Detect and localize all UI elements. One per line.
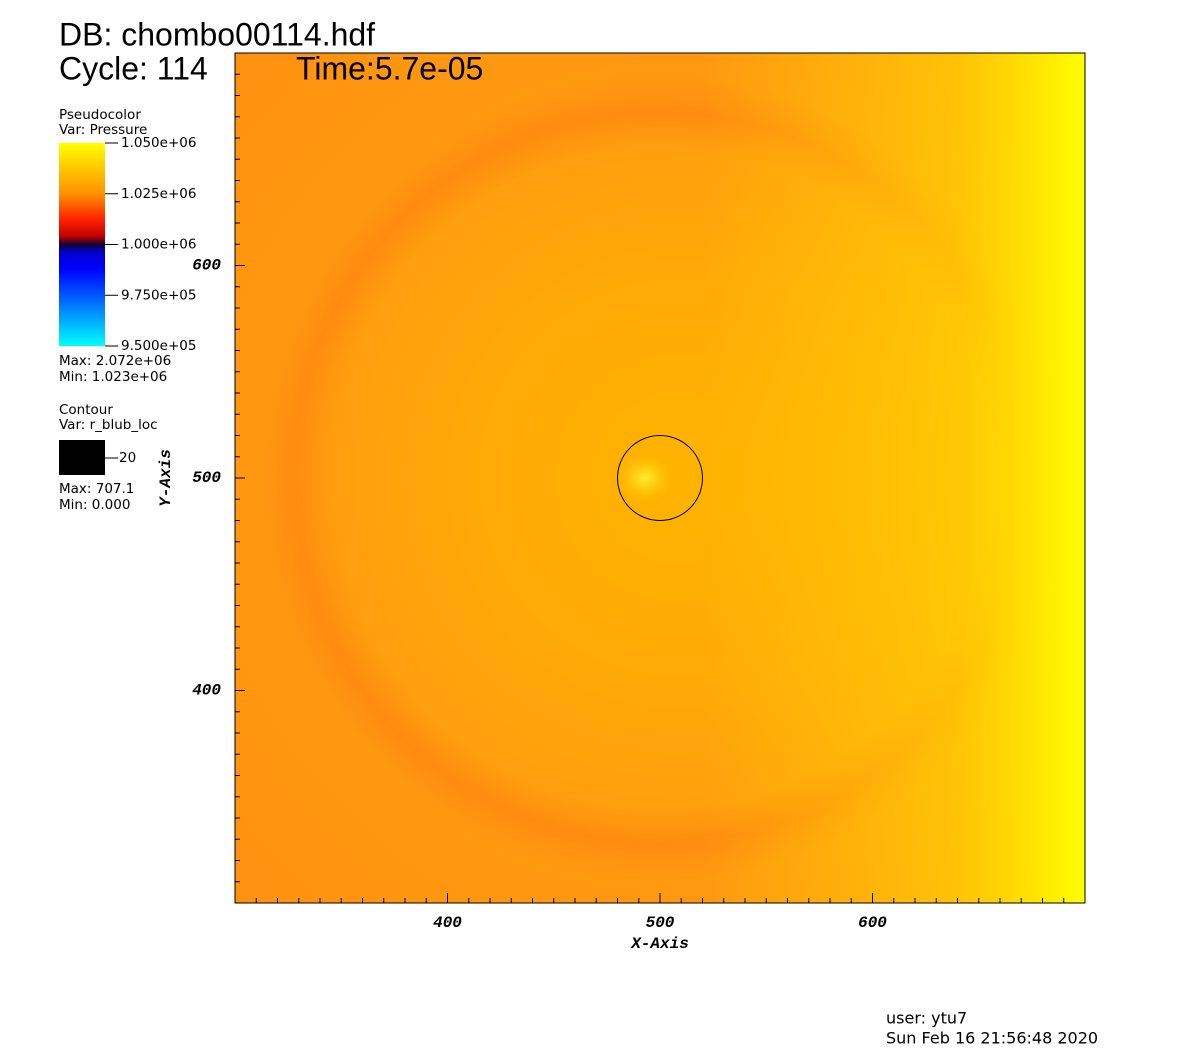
time-label: Time:5.7e-05 [296, 50, 483, 86]
x-tick-label: 500 [646, 914, 675, 932]
y-axis-title: Y-Axis [157, 449, 175, 507]
y-tick-label: 500 [192, 469, 221, 487]
date-label: Sun Feb 16 21:56:48 2020 [886, 1029, 1098, 1048]
x-tick-label: 400 [433, 914, 462, 932]
colorbar-tick-label: 9.750e+05 [121, 287, 196, 303]
cycle-label: Cycle: 114 [59, 50, 208, 86]
contour-swatch [59, 440, 105, 475]
contour-line [617, 435, 703, 521]
contour-min: Min: 0.000 [59, 497, 130, 513]
contour-max: Max: 707.1 [59, 481, 134, 497]
pressure-blob [617, 454, 673, 502]
x-tick-label: 600 [858, 914, 887, 932]
y-tick-label: 400 [192, 682, 221, 700]
colorbar-tick-label: 1.025e+06 [121, 186, 196, 202]
colorbar-tick-label: 1.000e+06 [121, 237, 196, 253]
y-tick-label: 600 [192, 257, 221, 275]
legend-title: Pseudocolor [59, 107, 141, 123]
contour-variable: Var: r_blub_loc [59, 417, 158, 433]
contour-title: Contour [59, 402, 113, 418]
colorbar [59, 143, 105, 346]
legend-max: Max: 2.072e+06 [59, 353, 171, 369]
legend-min: Min: 1.023e+06 [59, 369, 167, 385]
db-label: DB: chombo00114.hdf [59, 16, 375, 52]
contour-legend-label: 20 [119, 450, 136, 466]
user-label: user: ytu7 [886, 1009, 967, 1028]
x-axis-title: X-Axis [630, 935, 689, 953]
colorbar-tick-label: 9.500e+05 [121, 338, 196, 354]
plot-area [234, 52, 1086, 904]
colorbar-tick-label: 1.050e+06 [121, 135, 196, 151]
legend-variable: Var: Pressure [59, 122, 147, 138]
